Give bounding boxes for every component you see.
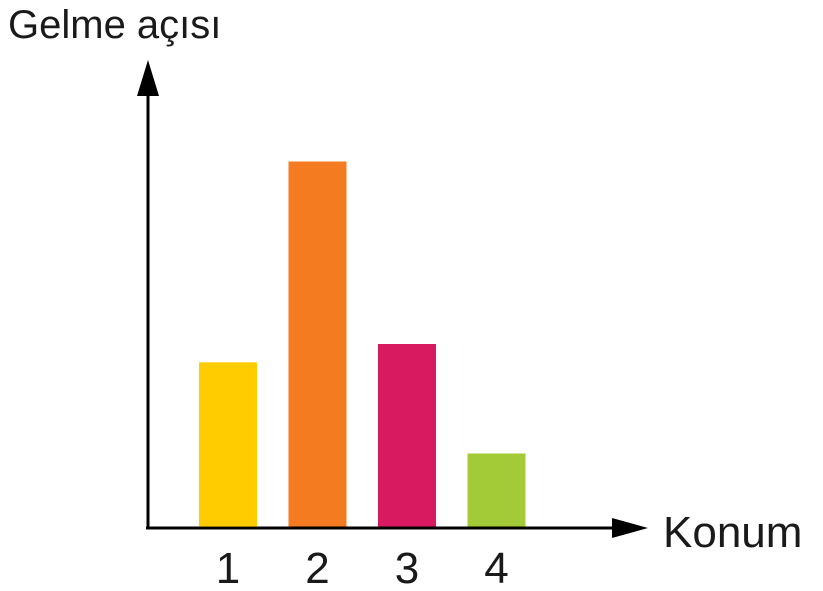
bar-1 bbox=[199, 362, 257, 527]
bar-2 bbox=[288, 161, 347, 527]
x-tick-label-2: 2 bbox=[305, 544, 329, 591]
x-axis-label: Konum bbox=[663, 508, 802, 557]
y-axis-arrow-icon bbox=[137, 60, 159, 96]
x-tick-label-1: 1 bbox=[216, 544, 240, 591]
bar-4 bbox=[467, 453, 526, 527]
x-tick-label-3: 3 bbox=[395, 544, 419, 591]
bar-3 bbox=[378, 344, 436, 527]
bars-group bbox=[199, 161, 526, 527]
x-axis-arrow-icon bbox=[612, 518, 648, 538]
x-tick-labels: 1 2 3 4 bbox=[216, 544, 509, 591]
x-tick-label-4: 4 bbox=[484, 544, 508, 591]
y-axis-label: Gelme açısı bbox=[8, 3, 221, 47]
